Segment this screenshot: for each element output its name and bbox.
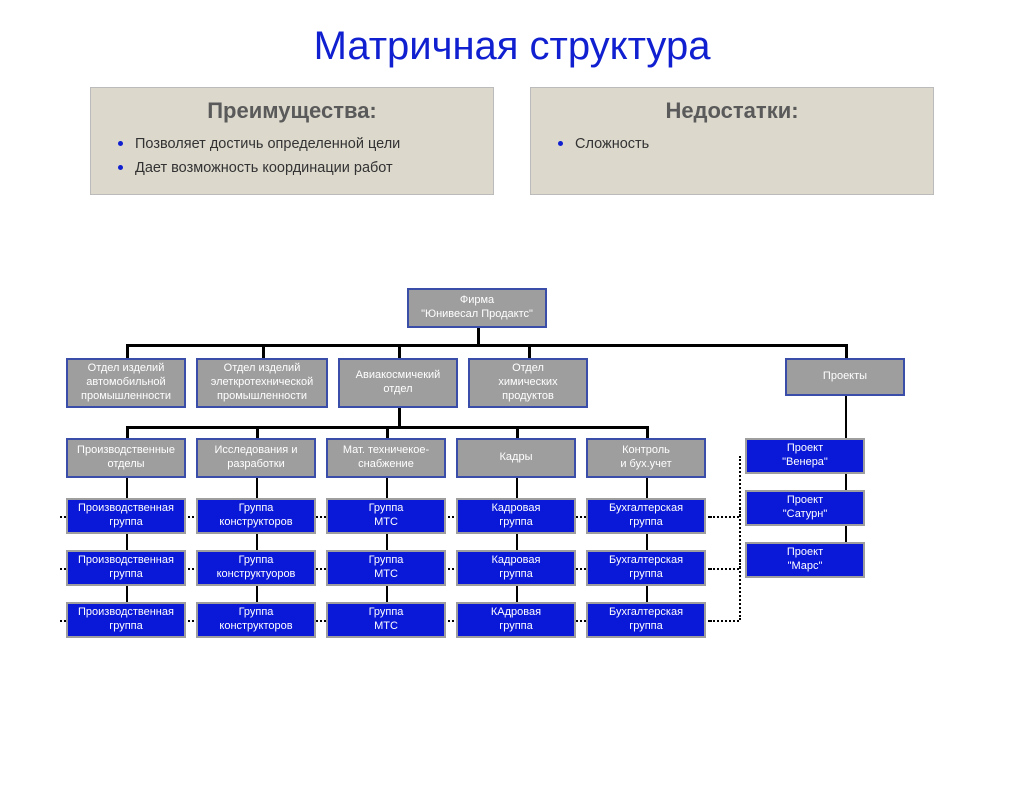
function-node-4: Контроль и бух.учет bbox=[586, 438, 706, 478]
matrix-link bbox=[739, 560, 741, 620]
advantages-item: Позволяет достичь определенной цели bbox=[135, 132, 471, 152]
panels-row: Преимущества: Позволяет достичь определе… bbox=[90, 87, 934, 195]
group-node-2-0: Группа МТС bbox=[326, 498, 446, 534]
group-node-1-2: Группа конструкторов bbox=[196, 602, 316, 638]
connector bbox=[386, 426, 389, 438]
project-node-0: Проект "Венера" bbox=[745, 438, 865, 474]
dept-node-0: Отдел изделий автомобильной промышленнос… bbox=[66, 358, 186, 408]
matrix-link bbox=[710, 516, 739, 518]
group-node-0-2: Производственная группа bbox=[66, 602, 186, 638]
function-node-2: Мат. техничекое- снабжение bbox=[326, 438, 446, 478]
advantages-heading: Преимущества: bbox=[113, 98, 471, 124]
group-node-1-1: Группа конструктуоров bbox=[196, 550, 316, 586]
connector bbox=[477, 328, 480, 344]
group-node-4-1: Бухгалтерская группа bbox=[586, 550, 706, 586]
group-node-3-2: КАдровая группа bbox=[456, 602, 576, 638]
function-node-3: Кадры bbox=[456, 438, 576, 478]
disadvantages-list: Сложность bbox=[553, 132, 911, 152]
group-node-0-0: Производственная группа bbox=[66, 498, 186, 534]
group-node-3-0: Кадровая группа bbox=[456, 498, 576, 534]
group-node-3-1: Кадровая группа bbox=[456, 550, 576, 586]
advantages-panel: Преимущества: Позволяет достичь определе… bbox=[90, 87, 494, 195]
dept-node-3: Отдел химических продуктов bbox=[468, 358, 588, 408]
matrix-link bbox=[710, 568, 739, 570]
connector bbox=[845, 396, 847, 560]
matrix-link bbox=[710, 620, 739, 622]
disadvantages-heading: Недостатки: bbox=[553, 98, 911, 124]
group-node-2-1: Группа МТС bbox=[326, 550, 446, 586]
connector bbox=[256, 426, 259, 438]
disadvantages-panel: Недостатки: Сложность bbox=[530, 87, 934, 195]
advantages-item: Дает возможность координации работ bbox=[135, 156, 471, 176]
connector bbox=[398, 408, 401, 426]
project-node-2: Проект "Марс" bbox=[745, 542, 865, 578]
connector bbox=[528, 344, 531, 358]
group-node-0-1: Производственная группа bbox=[66, 550, 186, 586]
page-title: Матричная структура bbox=[0, 24, 1024, 69]
dept-node-1: Отдел изделий элеткротехнической промышл… bbox=[196, 358, 328, 408]
connector bbox=[845, 344, 848, 358]
matrix-link bbox=[739, 508, 741, 568]
function-node-1: Исследования и разработки bbox=[196, 438, 316, 478]
connector bbox=[126, 344, 845, 347]
root-node: Фирма "Юнивесал Продактс" bbox=[407, 288, 547, 328]
connector bbox=[126, 344, 129, 358]
disadvantages-item: Сложность bbox=[575, 132, 911, 152]
connector bbox=[262, 344, 265, 358]
org-chart: Фирма "Юнивесал Продактс" Отдел изделий а… bbox=[0, 288, 1024, 768]
function-node-0: Производственные отделы bbox=[66, 438, 186, 478]
group-node-4-2: Бухгалтерская группа bbox=[586, 602, 706, 638]
connector bbox=[126, 426, 129, 438]
connector bbox=[398, 344, 401, 358]
group-node-4-0: Бухгалтерская группа bbox=[586, 498, 706, 534]
connector bbox=[646, 426, 649, 438]
group-node-1-0: Группа конструкторов bbox=[196, 498, 316, 534]
advantages-list: Позволяет достичь определенной цели Дает… bbox=[113, 132, 471, 176]
matrix-link bbox=[739, 456, 741, 516]
group-node-2-2: Группа МТС bbox=[326, 602, 446, 638]
dept-node-2: Авиакосмичекий отдел bbox=[338, 358, 458, 408]
connector bbox=[516, 426, 519, 438]
project-node-1: Проект "Сатурн" bbox=[745, 490, 865, 526]
dept-node-4: Проекты bbox=[785, 358, 905, 396]
